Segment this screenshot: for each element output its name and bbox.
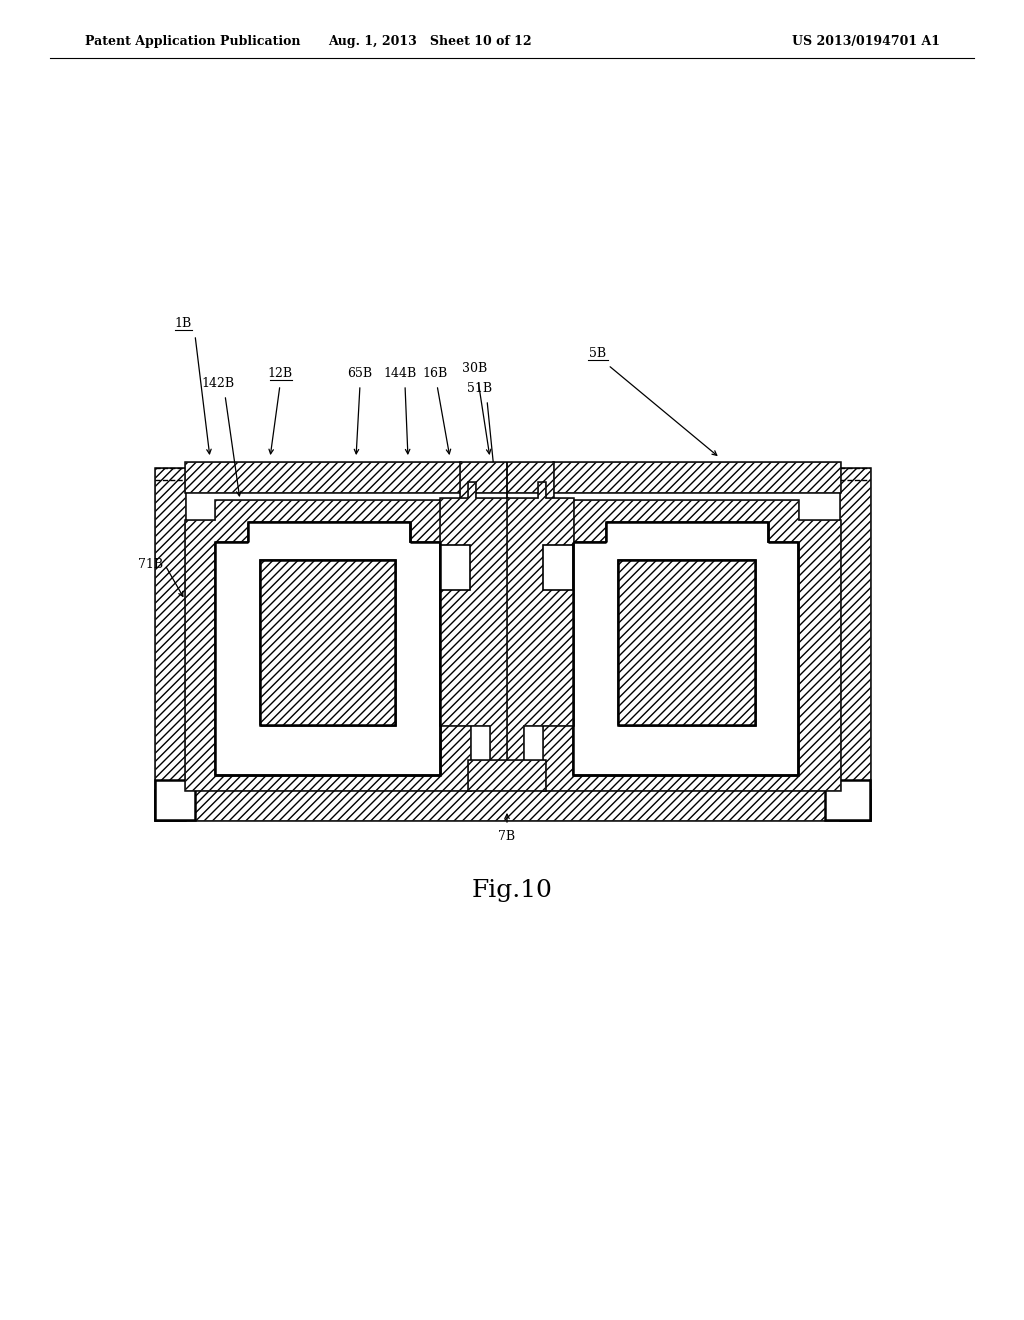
Polygon shape (440, 482, 507, 780)
Polygon shape (573, 521, 798, 775)
Polygon shape (507, 482, 573, 780)
Polygon shape (553, 462, 840, 492)
Polygon shape (543, 545, 573, 590)
Polygon shape (543, 500, 840, 789)
Text: 144B: 144B (383, 367, 417, 380)
Text: 142B: 142B (202, 378, 234, 389)
Polygon shape (216, 523, 439, 774)
Text: Fig.10: Fig.10 (472, 879, 552, 902)
Polygon shape (468, 760, 545, 789)
Polygon shape (574, 523, 797, 774)
Text: Patent Application Publication: Patent Application Publication (85, 36, 300, 49)
Polygon shape (618, 560, 755, 725)
Text: 5B: 5B (590, 347, 606, 360)
Polygon shape (840, 469, 870, 820)
Text: 7B: 7B (499, 830, 515, 843)
Text: 51B: 51B (467, 381, 493, 395)
Text: Aug. 1, 2013   Sheet 10 of 12: Aug. 1, 2013 Sheet 10 of 12 (328, 36, 531, 49)
Text: 65B: 65B (347, 367, 373, 380)
Polygon shape (185, 462, 460, 492)
Polygon shape (155, 469, 185, 820)
Polygon shape (185, 462, 460, 492)
Polygon shape (468, 760, 545, 789)
Polygon shape (260, 560, 395, 725)
Text: 16B: 16B (422, 367, 447, 380)
Text: 71B: 71B (138, 558, 163, 572)
Polygon shape (553, 462, 840, 492)
Polygon shape (185, 500, 470, 789)
Polygon shape (155, 469, 185, 820)
Polygon shape (460, 462, 553, 500)
Polygon shape (618, 560, 755, 725)
Polygon shape (185, 500, 470, 789)
Polygon shape (155, 789, 870, 820)
Text: US 2013/0194701 A1: US 2013/0194701 A1 (792, 36, 940, 49)
Polygon shape (840, 469, 870, 820)
Polygon shape (155, 789, 870, 820)
Polygon shape (543, 500, 840, 789)
Polygon shape (260, 560, 395, 725)
Polygon shape (460, 462, 553, 500)
Polygon shape (215, 521, 440, 775)
Text: 30B: 30B (463, 362, 487, 375)
Polygon shape (155, 780, 195, 820)
Polygon shape (440, 482, 507, 780)
Text: 12B: 12B (267, 367, 293, 380)
Polygon shape (440, 545, 470, 590)
Text: 1B: 1B (174, 317, 191, 330)
Polygon shape (507, 482, 573, 780)
Polygon shape (825, 780, 870, 820)
